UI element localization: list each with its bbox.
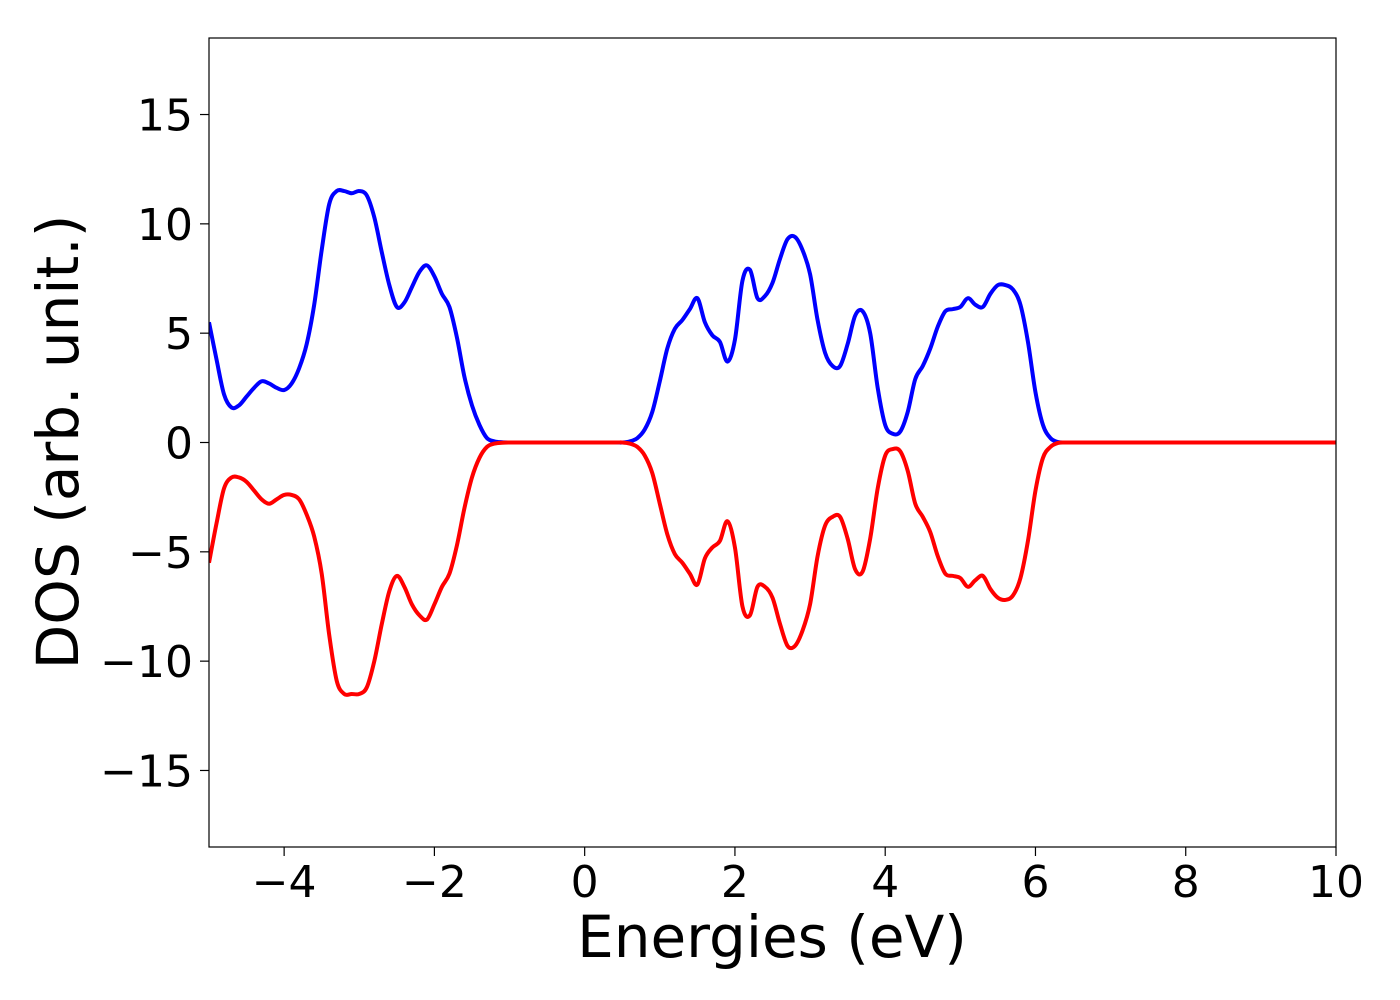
y-axis-label: DOS (arb. unit.) <box>24 215 92 670</box>
x-tick-label: 8 <box>1172 857 1200 908</box>
x-tick-label: 0 <box>571 857 599 908</box>
y-tick-label: 0 <box>165 419 193 470</box>
y-tick-label: 15 <box>137 91 193 142</box>
x-tick-label: 4 <box>871 857 899 908</box>
y-axis-ticks: −15 −10 −5 0 5 10 15 <box>100 91 209 797</box>
x-tick-label: −2 <box>402 857 467 908</box>
series-layer <box>209 188 1336 697</box>
y-tick-label: −15 <box>100 746 193 797</box>
y-tick-label: 5 <box>165 309 193 360</box>
x-tick-label: 6 <box>1021 857 1049 908</box>
y-tick-label: −5 <box>128 528 193 579</box>
y-tick-label: −10 <box>100 637 193 688</box>
x-tick-label: −4 <box>252 857 317 908</box>
series-line-2 <box>209 440 1336 697</box>
x-tick-label: 10 <box>1308 857 1364 908</box>
x-axis-label: Energies (eV) <box>577 903 967 971</box>
y-tick-label: 10 <box>137 200 193 251</box>
x-tick-label: 2 <box>721 857 749 908</box>
series-line-1 <box>209 188 1336 445</box>
x-axis-ticks: −4 −2 0 2 4 6 8 10 <box>252 847 1364 908</box>
